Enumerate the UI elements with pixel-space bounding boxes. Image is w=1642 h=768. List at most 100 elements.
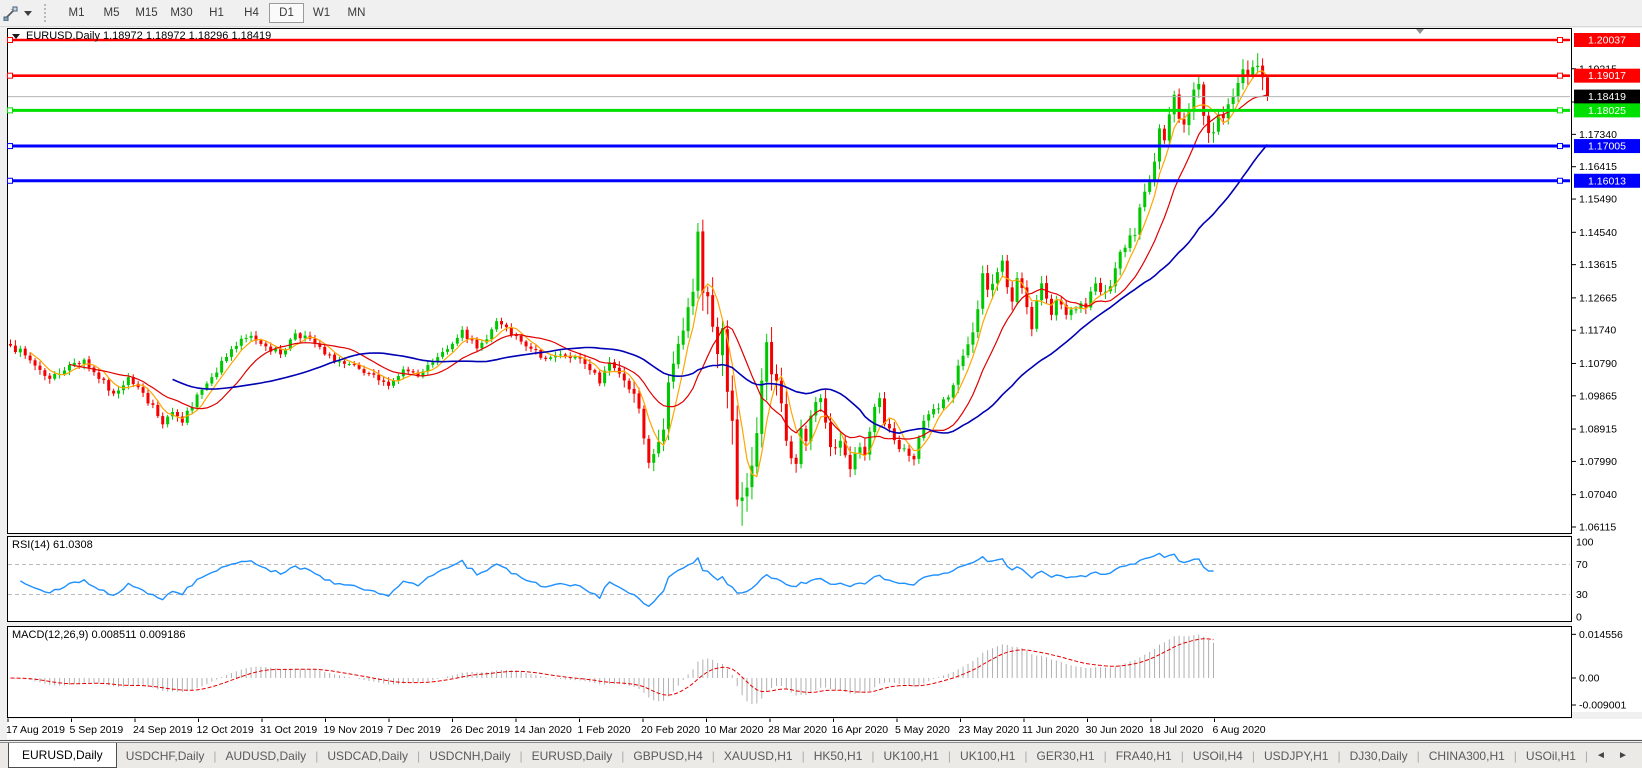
tf-button-d1[interactable]: D1 <box>269 3 304 23</box>
candle-body <box>1211 132 1215 134</box>
candle-body <box>470 339 474 341</box>
tf-button-w1[interactable]: W1 <box>312 7 331 19</box>
tab-usdcnh-daily-4[interactable]: USDCNH,Daily <box>429 748 511 763</box>
candle-body <box>912 455 916 460</box>
rsi-axis-label: 100 <box>1576 537 1594 549</box>
candle-body <box>18 348 22 353</box>
candle-body <box>691 291 695 307</box>
tf-button-m5[interactable]: M5 <box>103 7 120 19</box>
tab-fra40-h1-12[interactable]: FRA40,H1 <box>1115 748 1172 763</box>
tf-button-m1[interactable]: M1 <box>68 7 85 19</box>
candle-body <box>1231 96 1235 105</box>
candle-body <box>779 380 783 404</box>
candle-body <box>1162 128 1166 141</box>
tab-audusd-daily-2[interactable]: AUDUSD,Daily <box>225 748 307 763</box>
tab-usdcad-daily-3[interactable]: USDCAD,Daily <box>327 748 408 763</box>
hline-handle[interactable] <box>7 72 13 79</box>
candle-body <box>578 356 582 359</box>
tab-scroll-right-icon[interactable]: ► <box>1617 750 1628 761</box>
candle-body <box>156 404 160 417</box>
candle-body <box>686 307 690 332</box>
tab-usoil-h1-17[interactable]: USOil,H1 <box>1525 748 1576 763</box>
candle-body <box>799 428 803 465</box>
tab-usdjpy-h1-14[interactable]: USDJPY,H1 <box>1263 748 1329 763</box>
tab-usoil-h4-13[interactable]: USOil,H4 <box>1192 748 1243 763</box>
cursor-tool-icon[interactable] <box>2 4 20 22</box>
candle-body <box>961 355 965 367</box>
candle-body <box>868 431 872 455</box>
macd-panel <box>7 626 1572 718</box>
tab-separator: | <box>1337 748 1341 763</box>
price-line-badge-label: 1.20037 <box>1588 35 1626 47</box>
candle-body <box>450 343 454 350</box>
candle-body <box>804 428 808 442</box>
hline-handle[interactable] <box>1557 177 1563 184</box>
tab-separator: | <box>417 748 421 763</box>
tf-button-h1[interactable]: H1 <box>209 7 224 19</box>
ma-line-34[interactable] <box>172 143 1269 435</box>
tab-gbpusd-h4-6[interactable]: GBPUSD,H4 <box>633 748 703 763</box>
candle-body <box>848 454 852 470</box>
tf-button-m30[interactable]: M30 <box>170 7 193 19</box>
candle-body <box>1236 82 1240 97</box>
candle-body <box>706 292 710 297</box>
ma-line-5[interactable] <box>29 70 1268 478</box>
candle-body <box>259 340 263 344</box>
tool-dropdown-icon[interactable] <box>24 10 32 16</box>
candle-body <box>662 429 666 442</box>
tab-separator: | <box>1251 748 1255 763</box>
tab-china300-h1-16[interactable]: CHINA300,H1 <box>1428 748 1505 763</box>
price-line-badge-label: 1.19017 <box>1588 70 1626 82</box>
price-line-badge-label: 1.18419 <box>1588 91 1626 103</box>
tf-button-mn[interactable]: MN <box>347 7 366 19</box>
tab-scroll-left-icon[interactable]: ◄ <box>1596 750 1606 761</box>
candle-body <box>382 380 386 382</box>
price-line-badge <box>1574 139 1640 154</box>
candle-body <box>357 364 361 369</box>
tab-ger30-h1-11[interactable]: GER30,H1 <box>1036 748 1095 763</box>
tab-eurusd-daily-0[interactable]: EURUSD,Daily <box>8 743 117 768</box>
candle-body <box>107 380 111 391</box>
tab-usdchf-daily-1[interactable]: USDCHF,Daily <box>125 748 205 763</box>
date-label: 28 Mar 2020 <box>768 724 827 736</box>
tab-separator: | <box>1513 748 1517 763</box>
tf-button-h4[interactable]: H4 <box>244 7 259 19</box>
rsi-line <box>19 552 1214 607</box>
candle-body <box>878 398 882 407</box>
candle-body <box>701 231 705 293</box>
tf-button-m15[interactable]: M15 <box>135 7 158 19</box>
candle-body <box>676 343 680 365</box>
candle-body <box>1025 287 1029 308</box>
tab-xauusd-h1-7[interactable]: XAUUSD,H1 <box>723 748 793 763</box>
candle-body <box>131 376 135 384</box>
tab-dj30-daily-15[interactable]: DJ30,Daily <box>1349 748 1408 763</box>
candle-body <box>627 380 631 390</box>
candle-body <box>784 404 788 441</box>
hline-handle[interactable] <box>1557 72 1563 79</box>
hline-handle[interactable] <box>1557 143 1563 150</box>
candle-body <box>755 433 759 467</box>
hline-handle[interactable] <box>7 37 13 43</box>
hline-handle[interactable] <box>1557 37 1563 43</box>
candle-body <box>563 354 567 356</box>
hline-handle[interactable] <box>7 107 13 114</box>
tab-scroll-arrows: ◄ ► <box>1590 743 1634 768</box>
candle-body <box>239 338 243 346</box>
hline-handle[interactable] <box>1557 107 1563 114</box>
tab-uk100-h1-9[interactable]: UK100,H1 <box>883 748 939 763</box>
candle-body <box>298 333 302 339</box>
date-label: 18 Jul 2020 <box>1149 724 1203 736</box>
hline-handle[interactable] <box>7 143 13 150</box>
hline-handle[interactable] <box>7 177 13 184</box>
ma-line-13[interactable] <box>69 94 1268 440</box>
candle-body <box>1167 114 1171 141</box>
candle-body <box>1172 94 1176 115</box>
symbol-dropdown-icon[interactable] <box>12 33 20 39</box>
tab-eurusd-daily-5[interactable]: EURUSD,Daily <box>531 748 613 763</box>
candle-body <box>244 337 248 339</box>
candle-body <box>185 410 189 423</box>
tab-uk100-h1-10[interactable]: UK100,H1 <box>960 748 1016 763</box>
tab-hk50-h1-8[interactable]: HK50,H1 <box>813 748 863 763</box>
candle-body <box>657 441 661 454</box>
